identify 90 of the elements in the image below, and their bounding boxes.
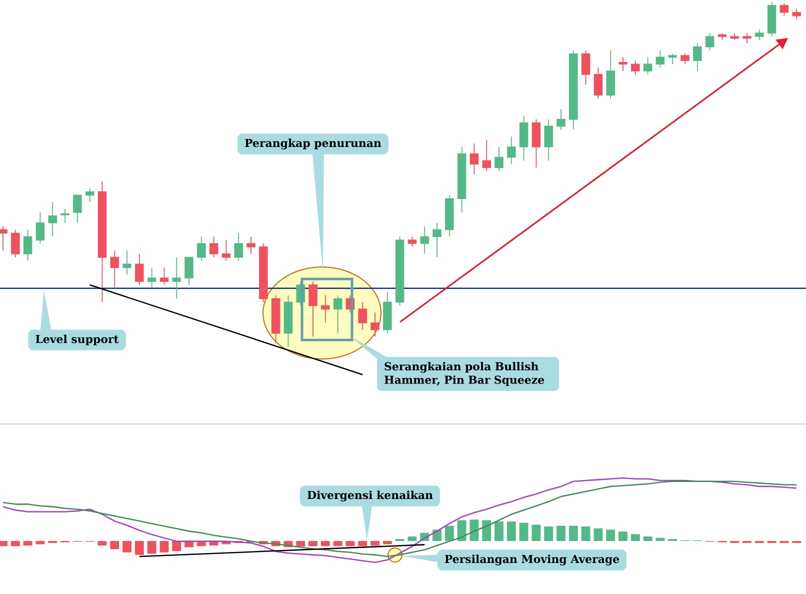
bar bbox=[147, 541, 156, 554]
candlestick bbox=[780, 2, 789, 16]
bar bbox=[643, 536, 652, 541]
bar bbox=[630, 534, 640, 541]
candlestick bbox=[742, 32, 752, 44]
bar bbox=[656, 538, 665, 541]
candlestick bbox=[544, 118, 553, 162]
bar bbox=[23, 541, 32, 546]
candlestick bbox=[333, 294, 342, 334]
bar bbox=[494, 522, 504, 541]
candlestick bbox=[494, 146, 504, 172]
bar bbox=[618, 532, 628, 541]
bar bbox=[408, 536, 417, 541]
candlestick bbox=[135, 253, 144, 286]
candlestick bbox=[581, 50, 590, 86]
bar bbox=[370, 541, 380, 546]
candlestick bbox=[680, 53, 690, 65]
bar bbox=[532, 524, 541, 541]
candlestick bbox=[222, 240, 231, 262]
candlestick bbox=[48, 202, 57, 238]
candlestick bbox=[432, 222, 442, 258]
candlestick bbox=[755, 29, 764, 40]
bar bbox=[134, 541, 144, 555]
bar bbox=[160, 541, 169, 552]
bar bbox=[10, 541, 20, 546]
candlestick bbox=[358, 302, 367, 330]
candlestick bbox=[792, 8, 801, 20]
bar bbox=[308, 541, 318, 546]
bar bbox=[470, 520, 479, 541]
bar bbox=[98, 541, 107, 546]
annotation: Level support bbox=[36, 334, 119, 346]
candlestick bbox=[172, 256, 181, 300]
annotation: Divergensi kenaikan bbox=[308, 490, 433, 502]
candlestick bbox=[482, 140, 491, 172]
candlestick bbox=[234, 232, 243, 262]
candlestick bbox=[618, 56, 628, 72]
candlestick bbox=[36, 212, 45, 244]
bar bbox=[606, 530, 616, 541]
candlestick bbox=[668, 53, 677, 65]
candlestick bbox=[110, 250, 119, 289]
candlestick bbox=[160, 267, 169, 286]
bar bbox=[594, 528, 603, 541]
candlestick bbox=[85, 188, 94, 203]
candlestick bbox=[0, 226, 8, 251]
bar bbox=[556, 526, 566, 541]
bar bbox=[320, 541, 330, 546]
candlestick bbox=[705, 32, 714, 51]
candlestick bbox=[209, 236, 218, 258]
bar bbox=[382, 541, 392, 544]
candlestick bbox=[321, 294, 330, 324]
candlestick bbox=[246, 236, 256, 254]
candlestick bbox=[184, 256, 194, 286]
candlestick bbox=[408, 236, 417, 248]
candlestick bbox=[656, 50, 665, 68]
candlestick bbox=[507, 136, 516, 165]
bar bbox=[581, 526, 590, 541]
bar bbox=[519, 522, 528, 541]
candlestick bbox=[122, 250, 132, 275]
bar bbox=[568, 526, 578, 541]
candlestick bbox=[594, 67, 603, 100]
candlestick bbox=[370, 312, 380, 338]
bar bbox=[482, 520, 492, 541]
bar bbox=[358, 541, 368, 546]
annotation: Perangkap penurunan bbox=[245, 138, 382, 150]
candlestick bbox=[23, 229, 32, 262]
candlestick bbox=[693, 42, 702, 72]
bar bbox=[122, 541, 132, 552]
candlestick bbox=[60, 208, 70, 224]
candlestick bbox=[643, 56, 652, 75]
bar bbox=[444, 526, 454, 541]
candlestick bbox=[420, 226, 429, 254]
bar bbox=[296, 541, 306, 547]
candlestick bbox=[11, 229, 20, 258]
bar bbox=[346, 541, 355, 546]
bar bbox=[457, 520, 466, 541]
candlestick bbox=[631, 60, 640, 75]
bar bbox=[333, 541, 342, 546]
bar bbox=[544, 526, 554, 541]
bar bbox=[172, 541, 182, 552]
annotation: Persilangan Moving Average bbox=[444, 554, 620, 566]
bar bbox=[36, 541, 45, 544]
candlestick bbox=[197, 236, 206, 262]
candlestick bbox=[73, 194, 82, 224]
candlestick bbox=[308, 280, 318, 338]
candlestick bbox=[556, 108, 566, 130]
bar bbox=[506, 522, 516, 541]
text: Serangkaian pola Bullish Hammer, Pin Bar Squeeze bbox=[384, 362, 544, 386]
candlestick bbox=[147, 267, 156, 289]
candlestick bbox=[470, 142, 479, 175]
bar bbox=[110, 541, 120, 550]
